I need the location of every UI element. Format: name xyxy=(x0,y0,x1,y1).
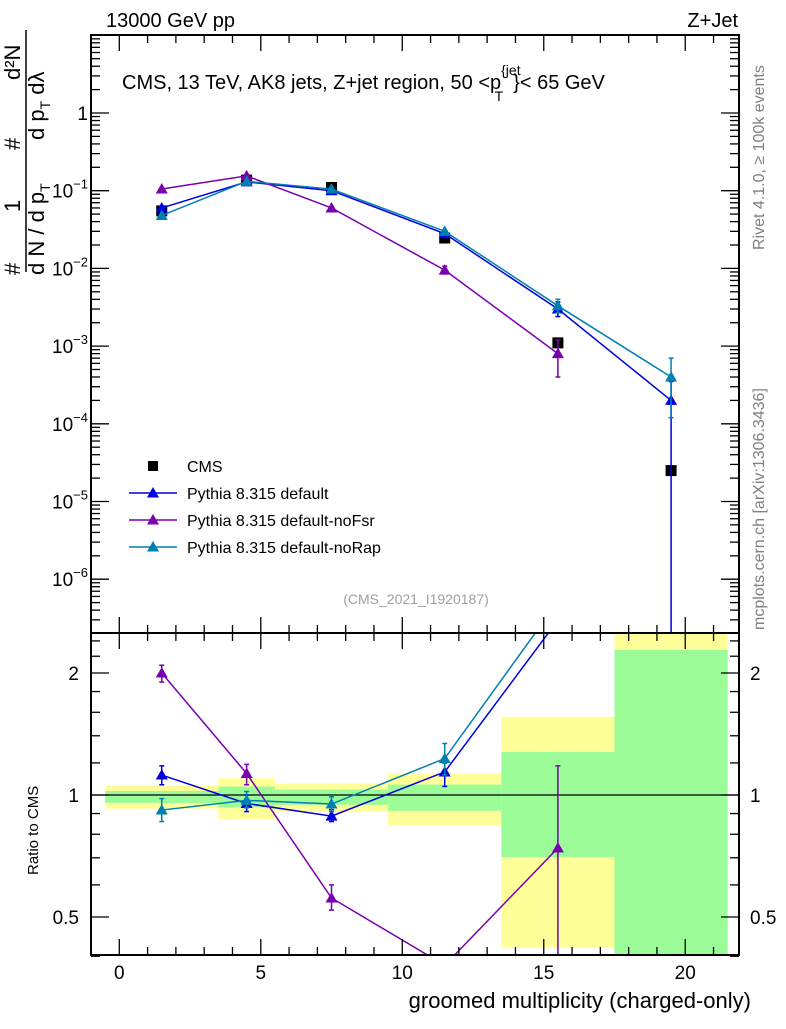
data-point-pythia-8-315-default-norap xyxy=(665,301,677,312)
ratio-y-tick-label-right: 0.5 xyxy=(750,908,776,929)
ratio-y-label: Ratio to CMS xyxy=(25,786,42,875)
x-tick-label: 0 xyxy=(114,963,125,984)
y-tick-label: 10−5 xyxy=(52,488,88,514)
data-point-pythia-8-315-default-norap xyxy=(240,175,253,186)
ratio-y-tick-label-left: 0.5 xyxy=(53,908,79,929)
series-line-pythia-8-315-default xyxy=(161,181,672,401)
uncertainty-band-green xyxy=(388,784,502,811)
legend-entry: Pythia 8.315 default-noRap xyxy=(129,540,381,557)
data-point-pythia-8-315-default-nofsr xyxy=(439,959,451,970)
y-tick-label: 10−2 xyxy=(52,254,88,280)
analysis-id: (CMS_2021_I1920187) xyxy=(343,591,489,607)
ylabel-den1: d N / d pT xyxy=(24,183,53,275)
ratio-y-tick-label-left: 2 xyxy=(68,664,79,685)
data-point-pythia-8-315-default xyxy=(155,769,168,780)
data-point-pythia-8-315-default-norap xyxy=(240,794,253,805)
ylabel-den2: d pT dλ xyxy=(24,71,53,140)
x-axis-label: groomed multiplicity (charged-only) xyxy=(409,988,751,1013)
legend-label: Pythia 8.315 default-noFsr xyxy=(187,513,375,530)
series-line-pythia-8-315-default-nofsr xyxy=(161,175,559,355)
legend-label: Pythia 8.315 default xyxy=(187,486,329,503)
side-label-mcplots: mcplots.cern.ch [arXiv:1306.3436] xyxy=(751,388,768,630)
data-point-pythia-8-315-default-norap xyxy=(551,299,564,311)
data-point-pythia-8-315-default-nofsr xyxy=(551,347,564,359)
data-point-pythia-8-315-default-nofsr xyxy=(325,891,338,903)
data-point-pythia-8-315-default-norap xyxy=(552,596,564,607)
legend-marker-square xyxy=(148,461,158,471)
data-point-pythia-8-315-default xyxy=(155,201,168,213)
y-tick-label: 10−4 xyxy=(52,410,88,436)
uncertainty-band-green xyxy=(105,790,219,803)
legend-marker-triangle xyxy=(147,541,159,552)
header-left: 13000 GeV pp xyxy=(106,10,235,32)
y-tick-label: 1 xyxy=(77,104,88,125)
legend-label: Pythia 8.315 default-noRap xyxy=(187,540,381,557)
legend-marker-triangle xyxy=(147,514,159,525)
legend-label: CMS xyxy=(187,459,223,476)
data-point-pythia-8-315-default-norap xyxy=(438,225,451,236)
y-tick-label: 10−3 xyxy=(52,332,88,358)
uncertainty-band-green xyxy=(614,649,728,955)
axes: 0 5 10 15 20 1 10−1 10−2 10−3 10−4 10−5 10−6 2 2 1 1 0.5… xyxy=(52,34,776,984)
data-point-pythia-8-315-default-norap xyxy=(325,798,338,809)
x-tick-label: 5 xyxy=(255,963,266,984)
legend-entry: Pythia 8.315 default xyxy=(129,486,329,503)
data-point-pythia-8-315-default-norap xyxy=(438,752,451,764)
data-point-pythia-8-315-default-nofsr xyxy=(155,183,168,194)
ratio-uncertainty-bands xyxy=(91,633,739,955)
side-label-rivet: Rivet 4.1.0, ≥ 100k events xyxy=(751,65,768,250)
data-point-pythia-8-315-default-nofsr xyxy=(155,667,168,678)
data-point-pythia-8-315-default-nofsr xyxy=(240,169,253,181)
ylabel-num2: d²N xyxy=(0,45,25,80)
ratio-panel-marks xyxy=(155,301,677,970)
y-axis-label: # 1 d N / d pT # d²N d pT dλ xyxy=(0,30,53,275)
main-panel-marks xyxy=(155,169,678,633)
legend-entry: CMS xyxy=(148,459,223,476)
x-tick-label: 15 xyxy=(533,963,554,984)
data-point-pythia-8-315-default-norap xyxy=(325,183,338,194)
ylabel-hash-1: # xyxy=(0,262,25,275)
y-tick-label: 10−1 xyxy=(52,177,88,203)
y-tick-label: 10−6 xyxy=(52,565,88,591)
data-point-pythia-8-315-default xyxy=(325,810,338,821)
series-line-pythia-8-315-default-norap xyxy=(161,180,672,378)
series-line-pythia-8-315-default xyxy=(161,633,550,817)
data-point-pythia-8-315-default xyxy=(552,614,564,625)
data-point-pythia-8-315-default-nofsr xyxy=(438,264,451,275)
data-point-pythia-8-315-default-nofsr xyxy=(240,767,253,778)
header-right: Z+Jet xyxy=(687,10,738,32)
ratio-y-tick-label-right: 1 xyxy=(750,786,761,807)
plot-frame xyxy=(90,34,740,956)
series-line-pythia-8-315-default-norap xyxy=(161,633,537,811)
data-point-pythia-8-315-default-nofsr xyxy=(325,201,338,213)
legend-entry: Pythia 8.315 default-noFsr xyxy=(129,513,375,530)
ratio-y-tick-label-left: 1 xyxy=(68,786,79,807)
data-point-pythia-8-315-default-nofsr xyxy=(551,841,564,853)
ylabel-one: 1 xyxy=(0,200,25,212)
plot-title: CMS, 13 TeV, AK8 jets, Z+jet region, 50 … xyxy=(122,62,606,104)
legend-marker-triangle xyxy=(147,487,159,498)
ratio-y-tick-label-right: 2 xyxy=(750,664,761,685)
ylabel-hash-2: # xyxy=(0,137,25,150)
x-tick-label: 20 xyxy=(675,963,696,984)
x-tick-label: 10 xyxy=(392,963,413,984)
data-point-pythia-8-315-default-norap xyxy=(155,209,168,220)
legend: CMS Pythia 8.315 default Pythia 8.315 defa… xyxy=(129,459,381,557)
data-point-pythia-8-315-default-norap xyxy=(665,371,678,382)
data-point-pythia-8-315-default-norap xyxy=(155,804,168,815)
